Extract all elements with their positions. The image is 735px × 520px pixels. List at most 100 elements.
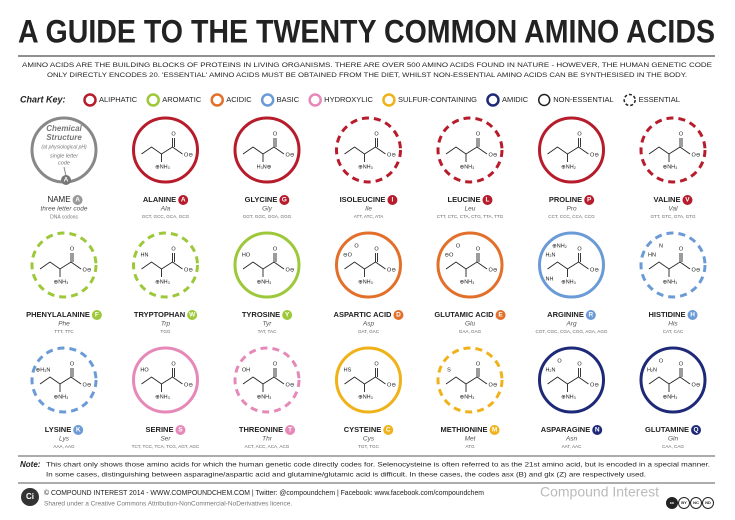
amino-name: GLYCINE bbox=[245, 195, 278, 204]
key-swatch bbox=[308, 93, 322, 107]
structure-atom: O bbox=[374, 131, 379, 137]
key-item: BASIC bbox=[277, 95, 300, 104]
amino-code: Asp bbox=[362, 321, 375, 328]
structure-atom: HO bbox=[140, 367, 149, 373]
structure-bond bbox=[242, 146, 285, 155]
amino-codons: TGG bbox=[161, 329, 171, 334]
structure-atom: HO bbox=[242, 252, 251, 258]
amino-code: Ala bbox=[160, 206, 171, 213]
amino-codons: TGT, TGC bbox=[358, 444, 380, 449]
structure-bond bbox=[344, 376, 386, 385]
structure-ring bbox=[335, 346, 402, 414]
structure-atom: O⊖ bbox=[184, 382, 193, 388]
structure-atom: O⊖ bbox=[286, 267, 295, 273]
structure-atom: O⊖ bbox=[590, 152, 599, 158]
structure-atom: O bbox=[679, 246, 684, 252]
structure-atom: H₂N bbox=[545, 367, 555, 373]
structure-atom: O⊖ bbox=[83, 382, 92, 388]
amino-code: Val bbox=[668, 206, 678, 213]
structure-atom: ⊕NH₃ bbox=[257, 394, 272, 400]
structure-atom: O bbox=[679, 361, 684, 367]
amino-codons: CCT, CCC, CCA, CCG bbox=[548, 214, 595, 219]
structure-ring bbox=[436, 346, 504, 414]
amino-codons: AAT, AAC bbox=[562, 444, 583, 449]
structure-bond bbox=[445, 146, 488, 155]
amino-name: ARGININE bbox=[547, 310, 584, 319]
structure-atom: O bbox=[273, 131, 278, 137]
amino-codons: CAA, CAG bbox=[662, 444, 684, 449]
example-text: code bbox=[58, 160, 70, 166]
cc-label: ND bbox=[705, 500, 711, 505]
example-pointer bbox=[63, 166, 67, 177]
structure-ring bbox=[233, 116, 301, 184]
amino-codons: ACT, ACC, ACA, ACG bbox=[245, 444, 290, 449]
amino-name: PROLINE bbox=[549, 195, 582, 204]
structure-ring bbox=[335, 231, 402, 299]
structure-ring bbox=[436, 231, 504, 299]
structure-atom: ⊕NH₃ bbox=[54, 279, 69, 285]
key-item: AROMATIC bbox=[162, 95, 202, 104]
amino-letter: K bbox=[76, 427, 81, 434]
structure-atom: ⊕NH₃ bbox=[460, 279, 475, 285]
structure-bond bbox=[39, 261, 82, 270]
letter-badge bbox=[495, 310, 506, 320]
amino-name: CYSTEINE bbox=[344, 425, 382, 434]
amino-name: ASPARTIC ACID bbox=[334, 310, 393, 319]
amino-letter: R bbox=[588, 312, 593, 319]
structure-atom: O⊖ bbox=[590, 267, 599, 273]
structure-atom: O⊖ bbox=[286, 152, 295, 158]
structure-atom: O bbox=[679, 131, 684, 137]
structure-atom: O⊖ bbox=[387, 382, 396, 388]
letter-badge bbox=[687, 310, 698, 320]
structure-bond bbox=[39, 376, 82, 385]
structure-atom: O⊖ bbox=[286, 382, 295, 388]
amino-letter: W bbox=[189, 312, 196, 319]
structure-ring bbox=[538, 116, 605, 184]
amino-letter: H bbox=[690, 312, 695, 319]
structure-atom: O bbox=[577, 131, 582, 137]
amino-letter: I bbox=[392, 197, 394, 204]
amino-name: PHENYLALANINE bbox=[26, 310, 90, 319]
amino-codons: CAT, CAC bbox=[663, 329, 684, 334]
structure-atom: O⊖ bbox=[489, 382, 498, 388]
amino-codons: GAT, GAC bbox=[358, 329, 380, 334]
example-text: Structure bbox=[46, 133, 82, 142]
key-item: SULFUR-CONTAINING bbox=[398, 95, 477, 104]
structure-atom: N bbox=[659, 243, 663, 249]
amino-letter: P bbox=[587, 197, 592, 204]
structure-ring bbox=[538, 346, 605, 414]
amino-code: Met bbox=[465, 436, 477, 443]
title: A GUIDE TO THE TWENTY COMMON AMINO ACIDS bbox=[18, 13, 715, 49]
amino-code: Lys bbox=[59, 436, 70, 443]
example-codons: DNA codons bbox=[50, 214, 78, 220]
amino-code: Pro bbox=[566, 206, 577, 213]
structure-bond bbox=[445, 376, 488, 385]
key-swatch bbox=[486, 93, 500, 107]
example-badge bbox=[72, 195, 83, 205]
amino-name: TYROSINE bbox=[242, 310, 280, 319]
structure-atom: O bbox=[374, 361, 379, 367]
structure-atom: O bbox=[577, 246, 582, 252]
structure-ring bbox=[233, 346, 301, 414]
structure-ring bbox=[538, 231, 605, 299]
structure-atom: ⊖O bbox=[343, 252, 353, 258]
structure-atom: ⊖O bbox=[445, 252, 455, 258]
logo: Ci bbox=[26, 492, 34, 501]
structure-atom: O⊖ bbox=[184, 152, 193, 158]
structure-atom: ⊕NH₃ bbox=[155, 394, 170, 400]
key-item: ACIDIC bbox=[226, 95, 252, 104]
structure-atom: H₃N⊕ bbox=[257, 164, 272, 170]
structure-atom: ⊕NH₃ bbox=[561, 279, 576, 285]
structure-atom: O bbox=[171, 361, 176, 367]
cc-label: NC bbox=[693, 500, 699, 505]
structure-bond bbox=[547, 146, 589, 155]
structure-atom: O bbox=[476, 361, 481, 367]
letter-badge bbox=[282, 310, 293, 320]
structure-bond bbox=[141, 146, 183, 155]
structure-atom: O⊖ bbox=[83, 267, 92, 273]
structure-atom: ⊕NH₃ bbox=[358, 164, 373, 170]
example-text: single letter bbox=[50, 153, 79, 159]
key-item: AMIDIC bbox=[502, 95, 529, 104]
structure-bond bbox=[242, 261, 285, 270]
